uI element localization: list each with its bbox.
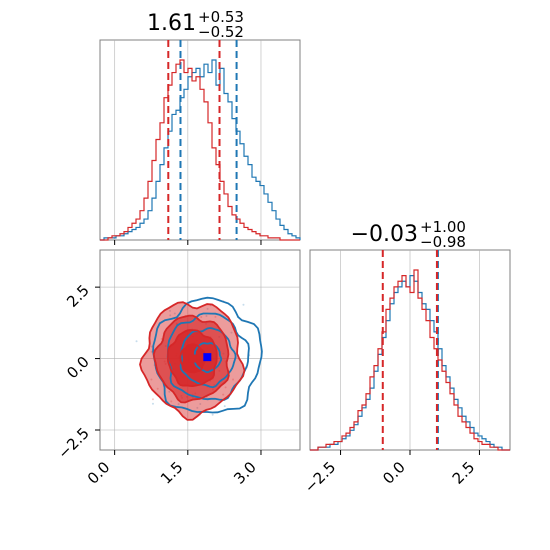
y-tick-label: 2.5 (63, 281, 93, 311)
scatter-point (135, 340, 138, 343)
scatter-point (196, 406, 199, 409)
x-tick-label: −2.5 (301, 458, 339, 496)
scatter-point (211, 413, 214, 416)
centre-marker (203, 353, 212, 362)
y-tick-label: 0.0 (63, 353, 93, 383)
scatter-point (150, 345, 153, 348)
scatter-point (150, 350, 153, 353)
scatter-point (222, 393, 225, 396)
panel-title-minus: −0.52 (198, 23, 244, 41)
panel-title-minus: −0.98 (420, 233, 466, 251)
scatter-point (151, 398, 154, 401)
contour-line (179, 343, 206, 374)
histogram-panel-y: −0.03 +1.00 −0.98 −2.5 0.0 2.5 (301, 218, 511, 497)
scatter-point (224, 386, 227, 389)
scatter-point (151, 402, 154, 405)
contour-panel: 0.0 1.5 3.0−2.50.02.5 (54, 249, 301, 488)
scatter-point (223, 405, 226, 408)
scatter-point (177, 403, 180, 406)
histogram-series-1 (100, 59, 300, 241)
scatter-point (169, 314, 172, 317)
scatter-point (150, 378, 153, 381)
scatter-point (170, 400, 173, 403)
histogram-panel-x: 1.61 +0.53 −0.52 (99, 8, 301, 245)
panel-frame (99, 249, 301, 451)
scatter-point (199, 402, 202, 405)
contour-series-layer: 0.0 1.5 3.0−2.50.02.5 (54, 250, 300, 488)
y-tick-label: −2.5 (54, 424, 92, 462)
contour-line (139, 301, 246, 421)
scatter-point (200, 315, 203, 318)
scatter-point (206, 307, 209, 310)
x-tick-label: 0.0 (379, 458, 409, 488)
scatter-point (242, 303, 245, 306)
histogram-series-0 (100, 59, 301, 241)
panel-frame (99, 39, 301, 241)
contour-line (166, 329, 218, 388)
scatter-point (214, 315, 217, 318)
centre-marker (188, 354, 197, 363)
scatter-point (173, 312, 176, 315)
panel-title-median: −0.03 (351, 222, 418, 247)
scatter-point (205, 314, 208, 317)
histogram-series-layer (100, 40, 301, 245)
x-tick-label: 3.0 (230, 458, 260, 488)
panel-title-plus: +1.00 (420, 218, 466, 236)
scatter-point (230, 331, 233, 334)
scatter-point (169, 309, 172, 312)
x-tick-label: 1.5 (157, 458, 187, 488)
panel-title-plus: +0.53 (198, 8, 244, 26)
x-tick-label: 0.0 (84, 458, 114, 488)
histogram-series-layer: −2.5 0.0 2.5 (301, 250, 510, 497)
scatter-point (168, 390, 171, 393)
histogram-series-1 (310, 269, 510, 451)
contour-line (152, 314, 230, 404)
scatter-point (232, 378, 235, 381)
x-tick-label: 2.5 (449, 458, 479, 488)
scatter-point (156, 387, 159, 390)
panel-title-median: 1.61 (147, 11, 196, 36)
